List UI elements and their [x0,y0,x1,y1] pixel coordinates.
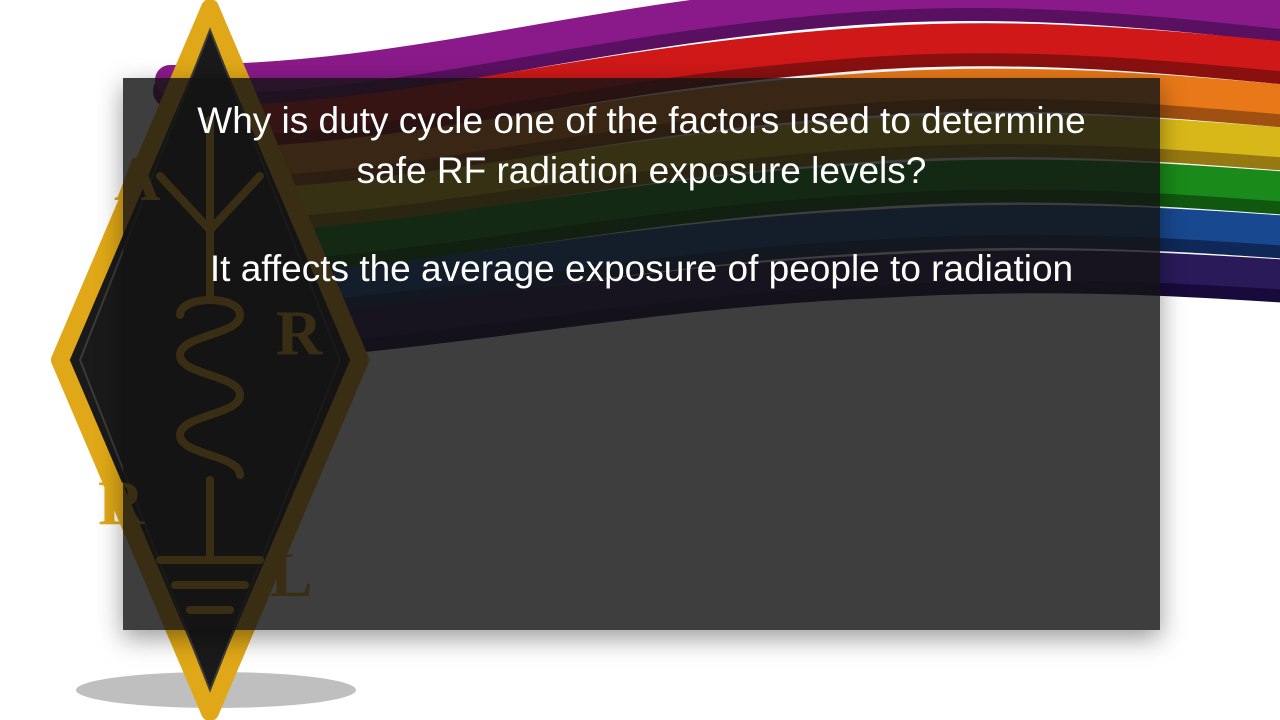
question-text: Why is duty cycle one of the factors use… [183,96,1100,196]
answer-text: It affects the average exposure of peopl… [183,244,1100,294]
slide-content-box: Why is duty cycle one of the factors use… [123,78,1160,630]
